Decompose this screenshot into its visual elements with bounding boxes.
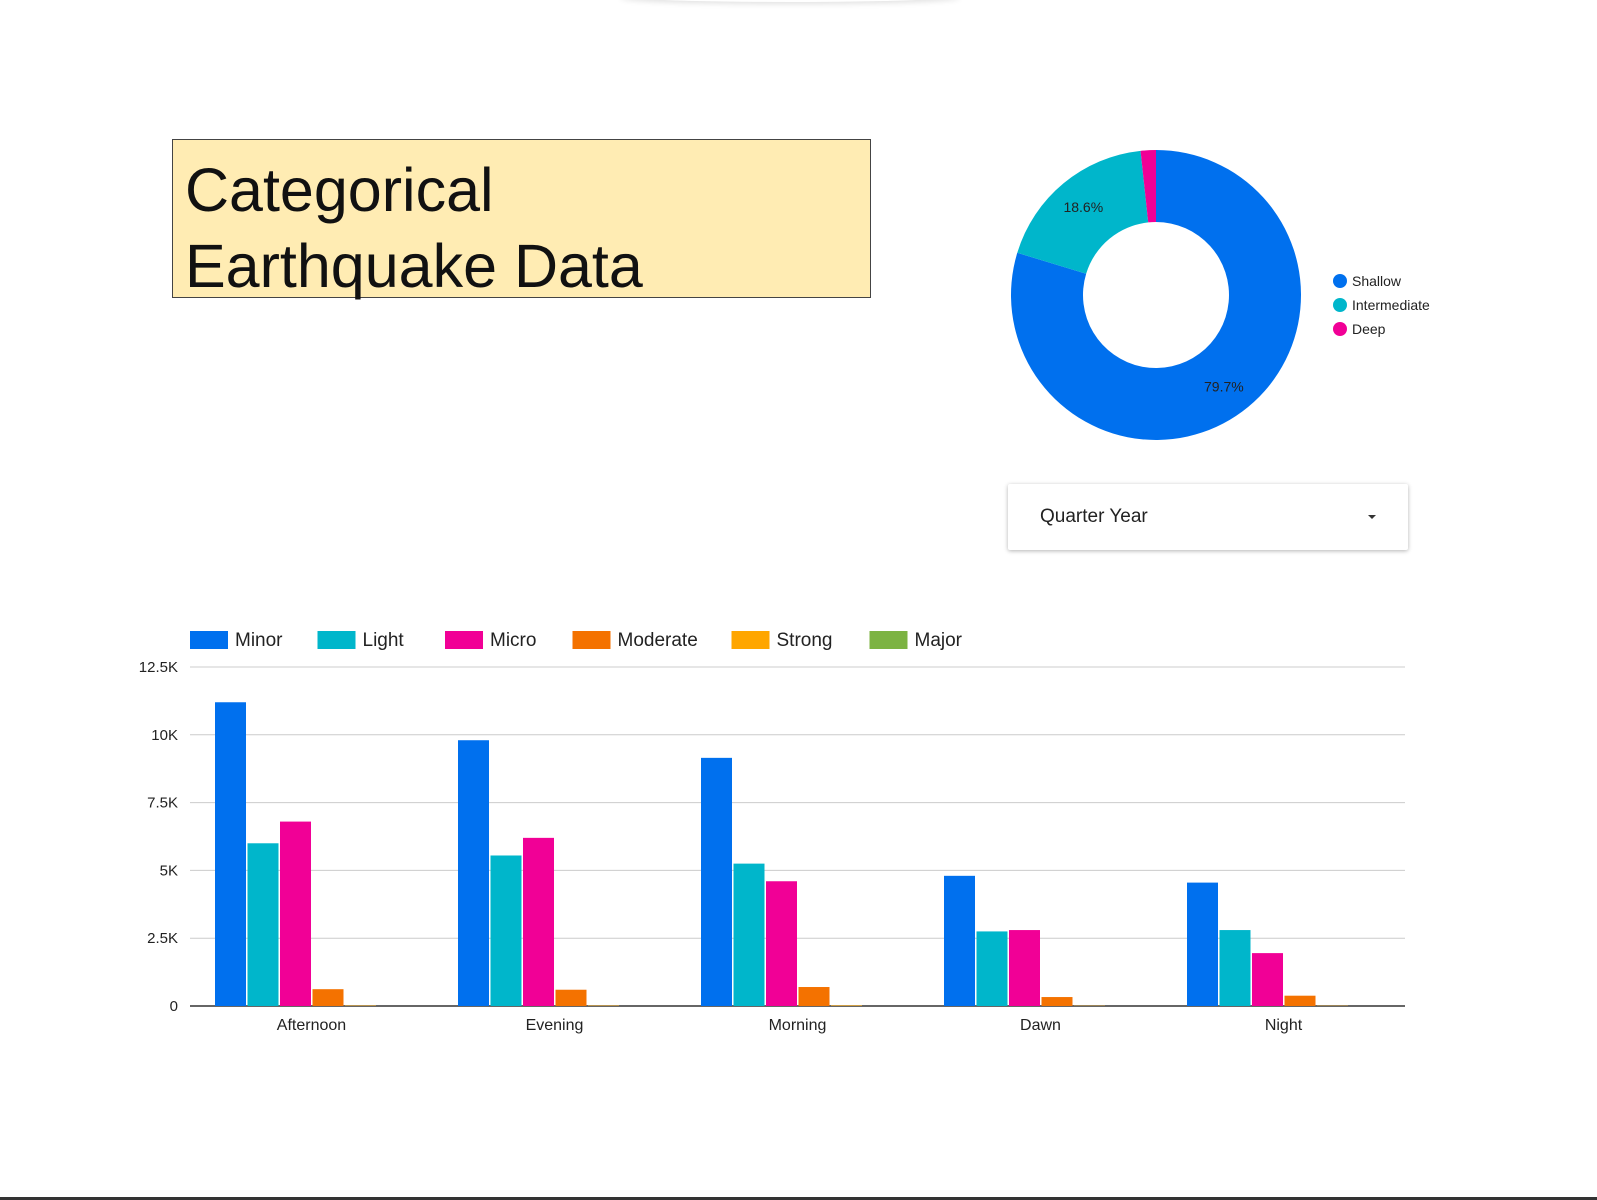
bar-night-moderate[interactable]: [1284, 995, 1316, 1006]
legend-swatch-moderate: [572, 631, 611, 649]
legend-label-moderate: Moderate: [618, 630, 698, 651]
legend-label-light: Light: [363, 630, 405, 651]
page-title-line-1: Categorical: [185, 156, 494, 224]
report-title-box: Categorical Earthquake Data: [172, 139, 871, 300]
x-tick-label-afternoon: Afternoon: [277, 1017, 346, 1034]
bar-marks: [215, 702, 1348, 1006]
bar-morning-moderate[interactable]: [798, 987, 830, 1006]
dropdown-caret-icon[interactable]: [1368, 515, 1376, 519]
bar-evening-light[interactable]: [490, 855, 522, 1006]
legend-label-micro: Micro: [490, 630, 536, 651]
legend-swatch-micro: [445, 631, 483, 649]
magnitude-bar-chart: Minor Light Micro Moderate Strong Major 0 2.5K…: [139, 630, 1405, 1034]
donut-slice-shallow[interactable]: [1011, 150, 1301, 440]
bar-evening-micro[interactable]: [523, 837, 554, 1006]
bar-night-micro[interactable]: [1252, 953, 1283, 1006]
bar-dawn-micro[interactable]: [1009, 930, 1040, 1006]
bar-afternoon-minor[interactable]: [215, 702, 246, 1006]
page-title-line-2: Earthquake Data: [185, 232, 643, 300]
bar-x-tick-labels: Afternoon Evening Morning Dawn Night: [277, 1017, 1303, 1034]
legend-label-major: Major: [915, 630, 963, 651]
bar-evening-moderate[interactable]: [555, 989, 587, 1006]
bar-morning-micro[interactable]: [766, 881, 797, 1006]
legend-label-shallow: Shallow: [1352, 273, 1402, 289]
y-tick-label: 10K: [151, 727, 178, 744]
y-tick-label: 7.5K: [147, 795, 178, 812]
legend-swatch-strong: [731, 631, 770, 649]
quarter-year-filter[interactable]: Quarter Year: [1008, 484, 1408, 550]
legend-label-deep: Deep: [1352, 321, 1386, 337]
bar-morning-strong[interactable]: [831, 1005, 862, 1006]
bar-night-minor[interactable]: [1187, 882, 1218, 1006]
bar-legend: Minor Light Micro Moderate Strong Major: [190, 630, 963, 651]
donut-slice-label-shallow: 79.7%: [1204, 379, 1244, 395]
x-tick-label-evening: Evening: [526, 1017, 584, 1034]
bar-y-tick-labels: 0 2.5K 5K 7.5K 10K 12.5K: [139, 659, 178, 1015]
bar-afternoon-light[interactable]: [247, 843, 279, 1006]
bar-dawn-light[interactable]: [976, 931, 1008, 1006]
donut-slice-labels: 79.7% 18.6%: [1063, 199, 1243, 394]
y-tick-label: 0: [170, 998, 178, 1015]
donut-slice-deep[interactable]: [1140, 150, 1156, 223]
x-tick-label-dawn: Dawn: [1020, 1017, 1061, 1034]
legend-swatch-minor: [190, 631, 228, 649]
bar-morning-light[interactable]: [733, 863, 765, 1006]
legend-label-intermediate: Intermediate: [1352, 297, 1430, 313]
bar-night-light[interactable]: [1219, 930, 1251, 1006]
x-tick-label-night: Night: [1265, 1017, 1303, 1034]
bar-afternoon-moderate[interactable]: [312, 989, 344, 1006]
legend-dot-shallow: [1333, 274, 1347, 288]
x-tick-label-morning: Morning: [769, 1017, 827, 1034]
donut-legend: Shallow Intermediate Deep: [1333, 273, 1430, 337]
donut-slice-intermediate[interactable]: [1017, 150, 1149, 274]
depth-donut-chart: 79.7% 18.6% Shallow Intermediate Deep: [1011, 150, 1430, 440]
legend-swatch-major: [869, 631, 908, 649]
y-tick-label: 12.5K: [139, 659, 178, 676]
bar-dawn-minor[interactable]: [944, 875, 975, 1006]
bar-afternoon-micro[interactable]: [280, 821, 311, 1006]
bar-evening-minor[interactable]: [458, 740, 489, 1006]
legend-label-minor: Minor: [235, 630, 283, 651]
legend-dot-deep: [1333, 322, 1347, 336]
legend-dot-intermediate: [1333, 298, 1347, 312]
top-edge-shadow: [620, 0, 960, 2]
y-tick-label: 2.5K: [147, 930, 178, 947]
legend-label-strong: Strong: [777, 630, 833, 651]
bottom-rule: [0, 1197, 1597, 1200]
quarter-year-filter-label: Quarter Year: [1040, 506, 1148, 527]
y-tick-label: 5K: [160, 862, 178, 879]
donut-slice-label-intermediate: 18.6%: [1063, 199, 1103, 215]
bar-dawn-moderate[interactable]: [1041, 997, 1073, 1006]
donut-slices: [1011, 150, 1301, 440]
bar-morning-minor[interactable]: [701, 757, 732, 1006]
legend-swatch-light: [317, 631, 356, 649]
